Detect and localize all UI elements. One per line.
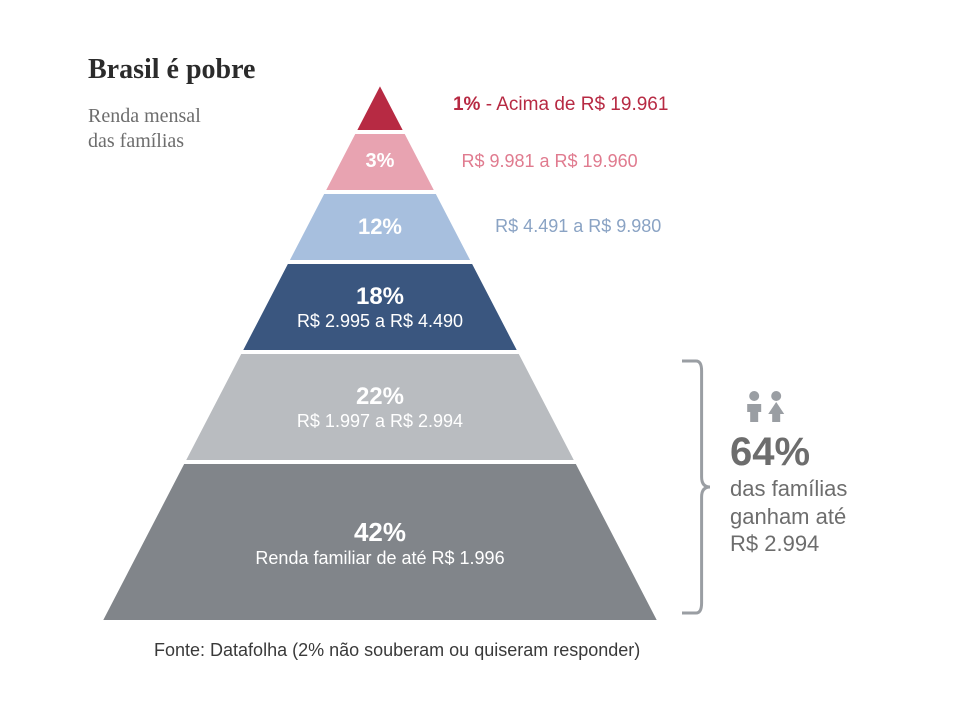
segment-pct: 3%	[323, 150, 437, 173]
callout-line2: ganham até	[730, 503, 847, 531]
callout-line3: R$ 2.994	[730, 530, 847, 558]
segment-pct: 1%	[453, 94, 480, 115]
pyramid-segment-pct: 12%	[287, 214, 474, 240]
title-text: Brasil é pobre	[88, 54, 255, 85]
pyramid-segment-pct: 3%	[323, 150, 437, 173]
callout-64pct: 64% das famílias ganham até R$ 2.994	[730, 430, 847, 558]
infographic-stage: Brasil é pobre Renda mensal das famílias…	[0, 0, 960, 720]
segment-pct: 12%	[287, 214, 474, 240]
source-footer: Fonte: Datafolha (2% não souberam ou qui…	[154, 640, 640, 661]
pyramid-segment-label: 22%R$ 1.997 a R$ 2.994	[183, 383, 577, 432]
callout-pct: 64%	[730, 430, 847, 475]
segment-desc: - Acima de R$ 19.961	[480, 94, 668, 115]
callout-line1: das famílias	[730, 475, 847, 503]
callout-bracket	[682, 358, 720, 616]
pyramid-segment-label: 18%R$ 2.995 a R$ 4.490	[240, 283, 520, 332]
pyramid-segment-label: 42%Renda familiar de até R$ 1.996	[100, 517, 660, 569]
segment-desc: R$ 2.995 a R$ 4.490	[240, 311, 520, 332]
segment-pct: 22%	[183, 383, 577, 411]
segment-desc: Renda familiar de até R$ 1.996	[100, 548, 660, 569]
segment-desc: R$ 1.997 a R$ 2.994	[183, 411, 577, 432]
segment-pct: 18%	[240, 283, 520, 311]
segment-pct: 42%	[100, 517, 660, 548]
pyramid-segment-side-desc: R$ 4.491 a R$ 9.980	[495, 216, 661, 237]
pyramid-top-side-label: 1% - Acima de R$ 19.961	[453, 94, 668, 116]
people-icon	[740, 390, 794, 429]
footer-text: Fonte: Datafolha (2% não souberam ou qui…	[154, 640, 640, 660]
pyramid-segment-side-desc: R$ 9.981 a R$ 19.960	[461, 151, 637, 172]
